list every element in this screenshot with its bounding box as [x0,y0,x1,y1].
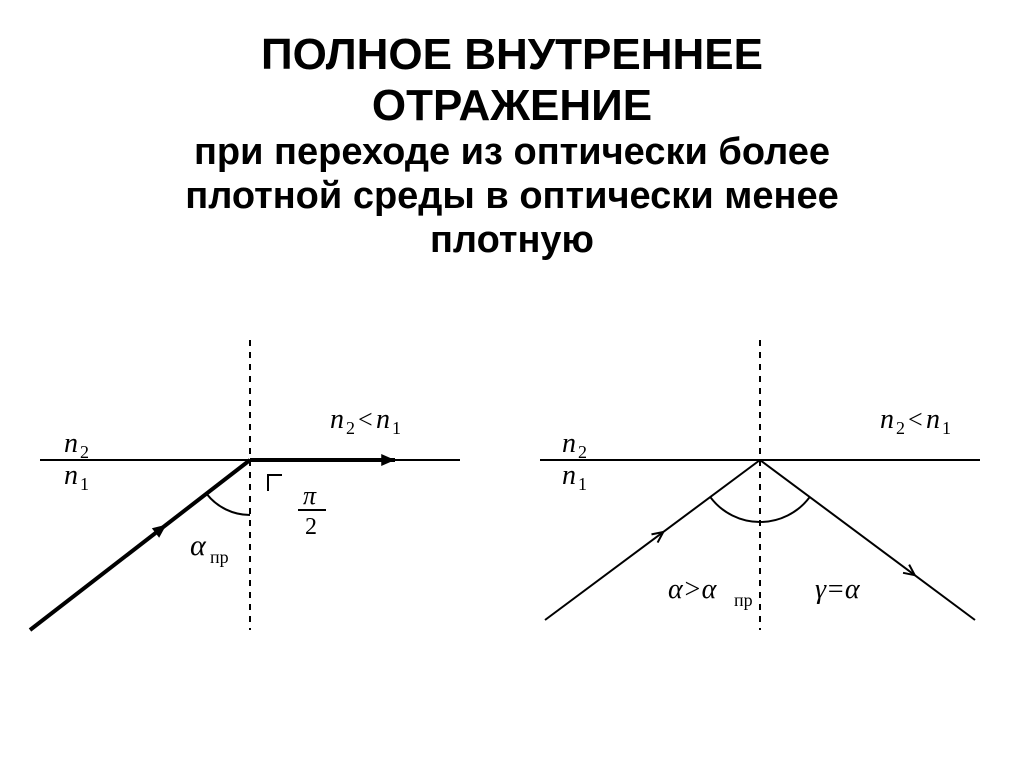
svg-text:1: 1 [942,418,951,438]
svg-text:2: 2 [578,442,587,462]
svg-text:пр: пр [210,547,229,567]
svg-text:n: n [376,404,390,435]
slide-container: ПОЛНОЕ ВНУТРЕННЕЕ ОТРАЖЕНИЕ при переходе… [0,0,1024,767]
svg-text:1: 1 [578,474,587,494]
svg-text:пр: пр [734,590,753,610]
svg-text:2: 2 [896,418,905,438]
svg-text:γ=α: γ=α [815,574,861,605]
svg-text:2: 2 [80,442,89,462]
svg-text:n: n [562,460,576,491]
svg-text:α>α: α>α [668,574,718,605]
svg-text:2: 2 [346,418,355,438]
svg-text:n: n [64,460,78,491]
title-sub1: при переходе из оптически более [0,131,1024,175]
svg-text:2: 2 [305,514,317,540]
title-sub2: плотной среды в оптически менее [0,175,1024,219]
svg-text:n: n [562,428,576,459]
title-block: ПОЛНОЕ ВНУТРЕННЕЕ ОТРАЖЕНИЕ при переходе… [0,0,1024,262]
svg-text:1: 1 [392,418,401,438]
svg-text:α: α [190,529,207,562]
diagram-area: n2n1n2<n1αпрπ2n2n1n2<n1α>αпрγ=α [0,320,1024,760]
svg-text:<: < [358,405,373,434]
svg-text:1: 1 [80,474,89,494]
diagram-svg: n2n1n2<n1αпрπ2n2n1n2<n1α>αпрγ=α [0,320,1024,760]
svg-text:n: n [64,428,78,459]
title-line2: ОТРАЖЕНИЕ [0,81,1024,132]
title-sub3: плотную [0,219,1024,263]
svg-text:<: < [908,405,923,434]
svg-text:n: n [880,404,894,435]
title-line1: ПОЛНОЕ ВНУТРЕННЕЕ [0,30,1024,81]
svg-text:π: π [303,481,317,510]
svg-text:n: n [330,404,344,435]
svg-text:n: n [926,404,940,435]
